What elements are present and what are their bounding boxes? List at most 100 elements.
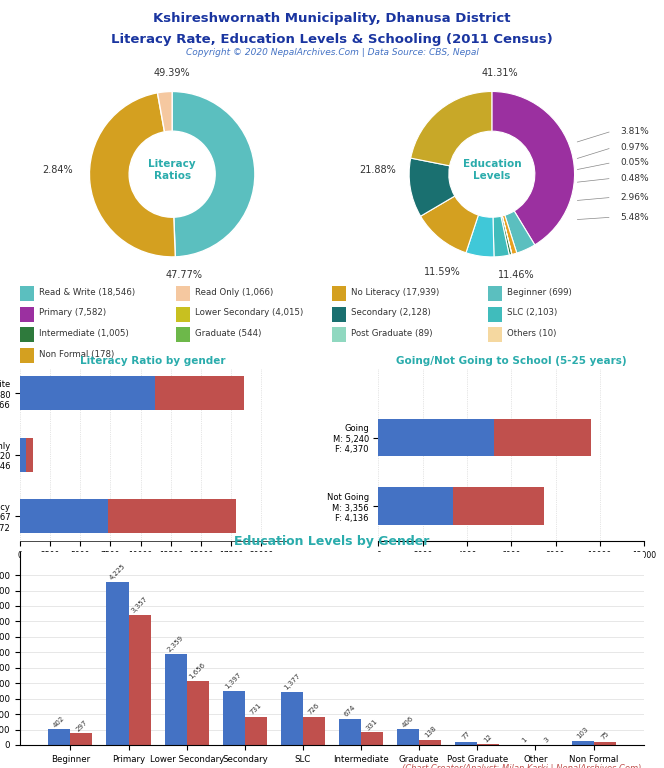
Bar <box>361 732 383 745</box>
Text: 77: 77 <box>461 730 471 741</box>
Text: Kshireshwornath Municipality, Dhanusa District: Kshireshwornath Municipality, Dhanusa Di… <box>153 12 511 25</box>
Text: SLC (2,103): SLC (2,103) <box>507 308 557 317</box>
Text: 731: 731 <box>249 702 263 716</box>
Text: 2.96%: 2.96% <box>620 193 649 202</box>
Bar <box>129 615 151 745</box>
Text: 4,225: 4,225 <box>108 563 127 581</box>
Bar <box>281 692 303 745</box>
Bar <box>397 730 419 745</box>
Text: 402: 402 <box>52 715 66 729</box>
Text: Read Only (1,066): Read Only (1,066) <box>195 287 273 296</box>
Bar <box>495 419 591 456</box>
Text: 1,397: 1,397 <box>224 671 243 690</box>
Bar <box>378 419 495 456</box>
Bar <box>20 306 34 322</box>
Bar <box>165 654 187 745</box>
Bar <box>20 327 34 343</box>
Text: 21.88%: 21.88% <box>359 165 396 175</box>
Text: Beginner (699): Beginner (699) <box>507 287 572 296</box>
Bar <box>48 730 70 745</box>
Title: Literacy Ratio by gender: Literacy Ratio by gender <box>80 356 226 366</box>
Wedge shape <box>501 216 512 255</box>
Bar <box>488 286 502 301</box>
Bar <box>176 327 190 343</box>
Text: 41.31%: 41.31% <box>482 68 519 78</box>
Wedge shape <box>409 158 455 216</box>
Text: Graduate (544): Graduate (544) <box>195 329 261 338</box>
Bar <box>20 499 108 533</box>
Text: 0.05%: 0.05% <box>620 158 649 167</box>
Text: 103: 103 <box>576 727 590 740</box>
Bar <box>222 691 245 745</box>
Wedge shape <box>172 91 255 257</box>
Bar <box>594 742 616 745</box>
Wedge shape <box>502 216 512 254</box>
Bar <box>453 488 544 525</box>
Text: 0.97%: 0.97% <box>620 143 649 152</box>
Text: Education
Levels: Education Levels <box>463 159 521 181</box>
Bar <box>572 741 594 745</box>
Text: 726: 726 <box>307 702 321 716</box>
Wedge shape <box>420 196 478 253</box>
Bar <box>332 286 346 301</box>
Text: 2,359: 2,359 <box>167 634 185 653</box>
Bar <box>20 438 26 472</box>
Bar <box>488 327 502 343</box>
Bar <box>339 719 361 745</box>
Bar <box>26 438 33 472</box>
Bar <box>488 306 502 322</box>
Bar <box>332 306 346 322</box>
Bar <box>245 717 267 745</box>
Bar <box>176 306 190 322</box>
Text: 0.48%: 0.48% <box>620 174 649 183</box>
Text: 49.39%: 49.39% <box>154 68 191 78</box>
Text: Others (10): Others (10) <box>507 329 556 338</box>
Bar <box>155 376 244 410</box>
Wedge shape <box>157 91 172 132</box>
Text: 138: 138 <box>424 725 437 739</box>
Legend: Male, Female: Male, Female <box>23 765 153 768</box>
Text: 1,656: 1,656 <box>189 661 207 680</box>
Bar <box>332 327 346 343</box>
Wedge shape <box>466 215 494 257</box>
Text: 75: 75 <box>600 730 610 741</box>
Text: 3.81%: 3.81% <box>620 127 649 136</box>
Wedge shape <box>411 91 492 166</box>
Bar <box>20 376 155 410</box>
Text: 674: 674 <box>343 704 357 718</box>
Text: Copyright © 2020 NepalArchives.Com | Data Source: CBS, Nepal: Copyright © 2020 NepalArchives.Com | Dat… <box>185 48 479 58</box>
Text: Literacy
Ratios: Literacy Ratios <box>148 159 196 181</box>
Text: 1,377: 1,377 <box>283 672 301 691</box>
Wedge shape <box>505 211 535 253</box>
Bar <box>303 717 325 745</box>
Legend: Male, Female: Male, Female <box>92 552 213 568</box>
Text: 5.48%: 5.48% <box>620 213 649 222</box>
Title: Education Levels by Gender: Education Levels by Gender <box>234 535 430 548</box>
Bar <box>419 740 442 745</box>
Text: Non Formal (178): Non Formal (178) <box>39 349 114 359</box>
Bar <box>70 733 92 745</box>
Text: 47.77%: 47.77% <box>166 270 203 280</box>
Bar <box>20 348 34 363</box>
Bar <box>456 742 477 745</box>
Text: Read & Write (18,546): Read & Write (18,546) <box>39 287 135 296</box>
Text: 331: 331 <box>365 717 379 731</box>
Text: 12: 12 <box>483 733 493 743</box>
Bar <box>20 286 34 301</box>
Text: 11.46%: 11.46% <box>499 270 535 280</box>
Wedge shape <box>502 215 517 254</box>
Text: Post Graduate (89): Post Graduate (89) <box>351 329 432 338</box>
Text: 11.59%: 11.59% <box>424 266 461 276</box>
Bar <box>106 582 129 745</box>
Bar <box>378 488 453 525</box>
Text: 406: 406 <box>401 714 415 728</box>
Bar <box>176 286 190 301</box>
Text: Primary (7,582): Primary (7,582) <box>39 308 106 317</box>
Wedge shape <box>493 217 509 257</box>
Legend: Male, Female: Male, Female <box>451 552 572 568</box>
Bar <box>108 499 236 533</box>
Text: 297: 297 <box>74 719 88 733</box>
Text: Secondary (2,128): Secondary (2,128) <box>351 308 430 317</box>
Text: No Literacy (17,939): No Literacy (17,939) <box>351 287 439 296</box>
Wedge shape <box>90 93 175 257</box>
